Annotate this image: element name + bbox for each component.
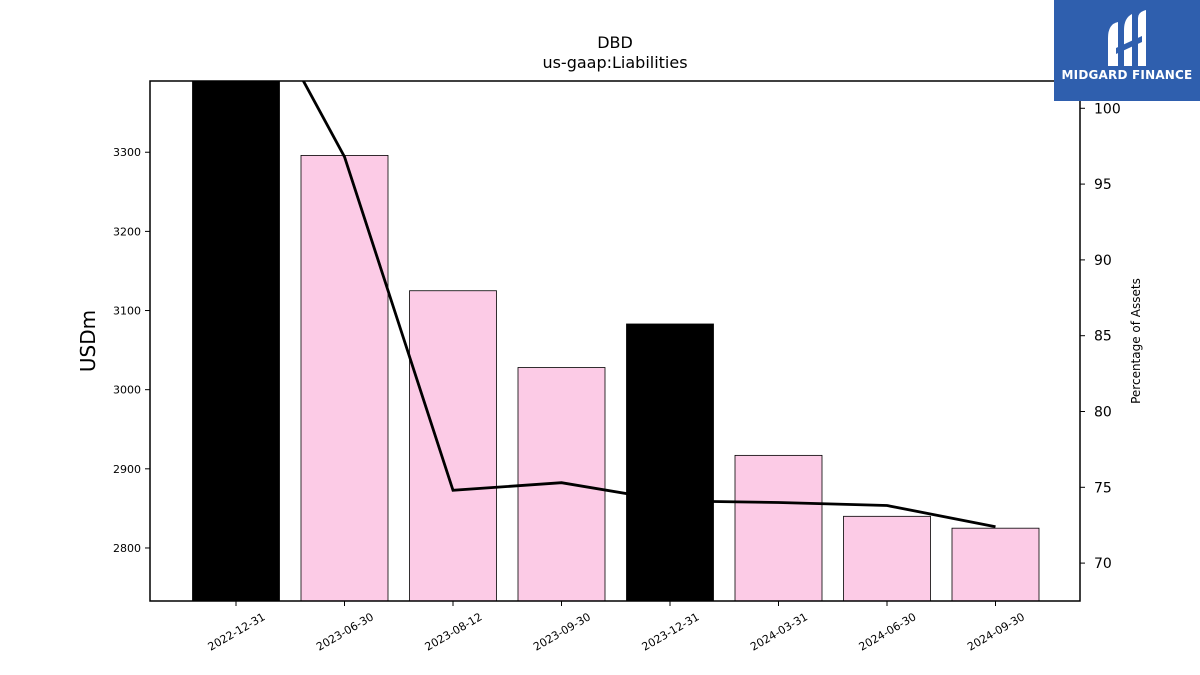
bar-2024-06-30 — [843, 515, 931, 602]
y-tick-label: 3300 — [113, 146, 141, 159]
y-tick-label: 2800 — [113, 542, 141, 555]
y-axis-left: 2800 2900 3000 3100 3200 3300 — [113, 146, 150, 555]
y-tick-label: 3000 — [113, 384, 141, 397]
bar-2023-12-31 — [626, 323, 714, 602]
y2-axis-label: Percentage of Assets — [1129, 278, 1143, 404]
bar-2023-06-30 — [300, 154, 389, 602]
bar-2024-09-30 — [951, 527, 1040, 602]
midgard-finance-logo: MIDGARD FINANCE — [1054, 0, 1200, 101]
chart-subtitle: us-gaap:Liabilities — [542, 53, 687, 72]
plot-frame — [149, 80, 1081, 602]
y2-tick-label: 80 — [1094, 404, 1112, 420]
logo-text: MIDGARD FINANCE — [1061, 68, 1193, 82]
x-tick-label: 2024-03-31 — [748, 610, 810, 653]
y-axis-label: USDm — [76, 310, 100, 372]
x-tick-label: 2023-06-30 — [314, 610, 376, 653]
logo-mark-icon — [1108, 10, 1146, 66]
y2-tick-label: 100 — [1094, 101, 1121, 117]
x-tick-label: 2023-08-12 — [423, 610, 485, 653]
bar-2022-12-31 — [192, 80, 280, 602]
bars-layer — [192, 80, 1040, 602]
y2-tick-label: 85 — [1094, 329, 1112, 345]
x-tick-label: 2024-06-30 — [857, 610, 919, 653]
y-tick-label: 3200 — [113, 225, 141, 238]
x-tick-label: 2022-12-31 — [206, 610, 268, 653]
x-tick-label: 2023-12-31 — [640, 610, 702, 653]
x-axis: 2022-12-31 2023-06-30 2023-08-12 2023-09-30… — [206, 601, 1027, 654]
line-layer — [301, 81, 996, 529]
y2-tick-label: 70 — [1094, 556, 1112, 572]
y2-tick-label: 95 — [1094, 177, 1112, 193]
y-tick-label: 3100 — [113, 305, 141, 318]
line-series-percentage-of-assets — [301, 81, 996, 529]
y2-tick-label: 75 — [1094, 480, 1112, 496]
chart-title: DBD — [597, 33, 633, 52]
y2-tick-label: 90 — [1094, 253, 1112, 269]
y-axis-right: 70 75 80 85 90 95 100 — [1080, 101, 1121, 572]
x-tick-label: 2024-09-30 — [965, 610, 1027, 653]
x-tick-label: 2023-09-30 — [531, 610, 593, 653]
y-tick-label: 2900 — [113, 463, 141, 476]
bar-2024-03-31 — [734, 454, 823, 602]
bar-2023-08-12 — [409, 290, 497, 602]
